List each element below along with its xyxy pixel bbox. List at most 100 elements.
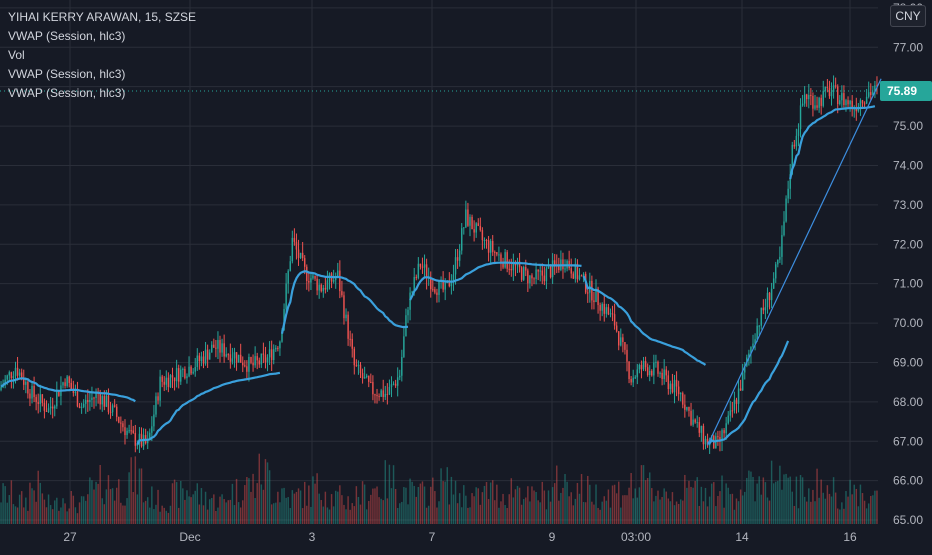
candle[interactable] [578,275,581,280]
candle[interactable] [285,283,287,310]
candle[interactable] [233,352,236,359]
candle[interactable] [349,338,351,340]
candle[interactable] [485,240,488,242]
candle[interactable] [814,105,816,109]
candle[interactable] [452,274,455,283]
candle[interactable] [609,313,612,315]
indicator-vwap-2[interactable]: VWAP (Session, hlc3) [8,67,126,81]
candle[interactable] [56,391,58,407]
candle[interactable] [679,393,682,395]
candle[interactable] [250,356,252,363]
candle[interactable] [227,354,230,356]
candle[interactable] [646,367,649,376]
candle[interactable] [113,405,116,407]
candle[interactable] [520,267,523,280]
candle[interactable] [764,307,767,311]
candle[interactable] [295,241,298,250]
candle[interactable] [343,295,345,319]
candle[interactable] [498,254,500,256]
candle[interactable] [149,432,151,440]
candle[interactable] [58,391,60,396]
candle[interactable] [836,86,839,105]
candle[interactable] [706,438,709,446]
candle[interactable] [491,240,494,252]
candle[interactable] [202,356,205,364]
candle[interactable] [10,372,13,379]
candle[interactable] [861,100,864,104]
candle[interactable] [324,287,327,290]
candle[interactable] [173,377,176,382]
candle[interactable] [731,410,734,412]
candle[interactable] [725,423,727,434]
candle[interactable] [663,369,665,380]
candle[interactable] [405,315,407,337]
candle[interactable] [855,108,858,112]
candle[interactable] [675,379,678,387]
candle[interactable] [721,430,723,441]
candle[interactable] [33,385,35,398]
candle[interactable] [496,252,498,255]
candle[interactable] [136,444,139,446]
trend-line[interactable] [707,78,882,446]
candle[interactable] [382,390,384,398]
candle[interactable] [783,221,785,236]
candle[interactable] [213,344,215,348]
candle[interactable] [657,361,659,374]
candle[interactable] [748,353,750,358]
candle[interactable] [601,303,603,311]
candle[interactable] [45,410,48,412]
candle[interactable] [217,340,219,349]
candle[interactable] [0,387,2,391]
candle[interactable] [415,277,417,279]
candle[interactable] [518,261,521,268]
candle[interactable] [599,305,601,311]
candle[interactable] [353,348,356,366]
candle[interactable] [20,372,23,380]
candle[interactable] [320,284,322,292]
candle[interactable] [399,375,401,378]
candle[interactable] [115,406,118,417]
candle[interactable] [845,100,847,106]
candle[interactable] [603,303,605,314]
candle[interactable] [76,391,79,407]
candle[interactable] [275,347,277,350]
candle[interactable] [531,275,533,279]
candle[interactable] [175,368,178,382]
candle[interactable] [374,394,376,396]
candle[interactable] [372,382,374,395]
candle[interactable] [450,282,453,287]
candle[interactable] [361,373,364,379]
candle[interactable] [543,275,546,282]
candle[interactable] [438,280,440,295]
candle[interactable] [314,275,316,279]
candle[interactable] [378,396,380,398]
candle[interactable] [12,376,15,379]
candle[interactable] [204,349,207,364]
candle[interactable] [332,279,335,282]
candle[interactable] [541,270,544,276]
candle[interactable] [793,144,796,147]
candle[interactable] [475,223,477,233]
candles[interactable] [0,75,878,454]
candle[interactable] [551,260,554,278]
candle[interactable] [851,100,853,109]
candle[interactable] [25,381,27,385]
candle[interactable] [107,395,110,412]
candle[interactable] [770,288,773,301]
candle[interactable] [41,394,44,403]
candle[interactable] [248,356,250,372]
candle[interactable] [157,396,159,401]
candle[interactable] [465,209,467,228]
candle[interactable] [512,262,515,271]
candle[interactable] [188,366,190,377]
candle[interactable] [413,277,415,292]
candle[interactable] [754,339,756,344]
candle[interactable] [363,377,366,379]
candle[interactable] [477,223,479,226]
candle[interactable] [301,252,304,259]
candle[interactable] [822,90,824,106]
candle[interactable] [839,100,841,105]
candle[interactable] [791,144,793,175]
candle[interactable] [867,92,870,97]
